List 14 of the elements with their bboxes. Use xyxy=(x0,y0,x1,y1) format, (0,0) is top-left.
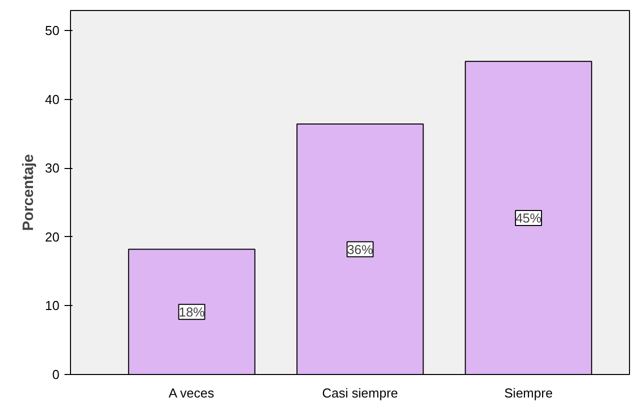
y-tick-label: 20 xyxy=(45,229,60,244)
y-tick-label: 0 xyxy=(52,367,60,382)
x-tick-label: Siempre xyxy=(504,386,553,400)
y-axis-title: Porcentaje xyxy=(20,154,38,231)
y-tick-label: 10 xyxy=(45,298,60,314)
y-tick-label: 30 xyxy=(45,160,60,176)
x-tick-label: A veces xyxy=(168,386,215,400)
y-tick-label: 50 xyxy=(45,22,60,38)
data-label: 36% xyxy=(347,242,374,257)
y-tick-label: 40 xyxy=(45,92,60,107)
bar xyxy=(128,248,256,374)
x-tick-label: Casi siempre xyxy=(322,386,398,400)
bar xyxy=(296,124,424,374)
bar xyxy=(464,60,592,374)
